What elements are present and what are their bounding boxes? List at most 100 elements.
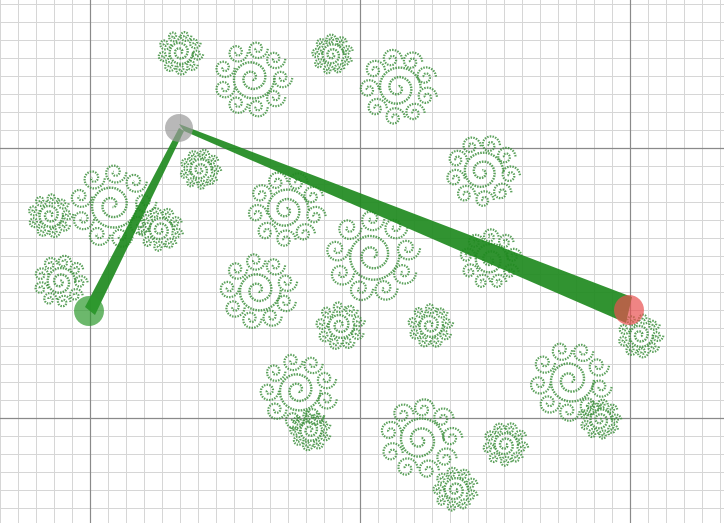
spiral-curl	[105, 164, 128, 184]
spiral-curl	[446, 168, 466, 186]
spiral-curl	[441, 426, 464, 446]
spiral-curl	[58, 220, 71, 232]
spiral-curl	[598, 429, 610, 440]
spiral-cluster	[259, 353, 338, 430]
spiral-curl	[301, 441, 314, 452]
spiral-curl	[446, 500, 460, 512]
spiral-curl	[618, 335, 631, 347]
spiral-cluster	[179, 148, 223, 190]
spiral-curl	[245, 253, 267, 271]
spiral-curl	[36, 225, 50, 237]
left-point-handle[interactable]	[74, 296, 104, 326]
spiral-curl	[137, 225, 151, 237]
spiral-curl	[228, 45, 249, 63]
spiral-core	[321, 43, 346, 65]
spiral-curl	[295, 223, 316, 241]
spiral-core	[90, 186, 139, 229]
spiral-curl	[579, 409, 592, 420]
spiral-cluster	[529, 342, 613, 422]
spiral-cluster	[380, 398, 464, 478]
spiral-curl	[459, 247, 477, 262]
spiral-curl	[396, 239, 422, 261]
spiral-curl	[303, 356, 324, 375]
spiral-curl	[418, 459, 440, 478]
spiral-curl	[328, 337, 343, 350]
spiral-curl	[482, 442, 496, 453]
spiral-curl	[27, 205, 41, 217]
spiral-curl	[505, 422, 518, 434]
spiral-curl	[405, 102, 426, 121]
spiral-curl	[448, 149, 468, 167]
spiral-curl	[647, 319, 661, 331]
spiral-cluster	[311, 33, 354, 75]
spiral-curl	[441, 317, 455, 329]
spiral-curl	[88, 226, 112, 247]
spiral-curl	[198, 148, 211, 160]
spiral-curl	[267, 171, 289, 190]
spiral-curl	[157, 51, 171, 63]
spiral-curl	[179, 168, 192, 179]
segment-right[interactable]	[179, 124, 632, 323]
spiral-curl	[384, 218, 409, 240]
spiral-core	[399, 417, 446, 458]
spiral-curl	[559, 403, 581, 422]
spiral-curl	[207, 154, 220, 165]
spiral-curl	[34, 281, 50, 294]
spiral-curl	[187, 150, 200, 161]
spiral-curl	[317, 392, 338, 410]
spiral-curl	[493, 422, 506, 434]
spiral-curl	[413, 398, 436, 417]
spiral-curl	[159, 39, 172, 51]
spiral-curl	[153, 240, 167, 252]
spiral-curl	[588, 358, 611, 377]
spiral-curl	[319, 420, 332, 431]
spiral-curl	[140, 214, 153, 225]
spiral-curl	[69, 288, 84, 301]
segment-left[interactable]	[85, 128, 184, 315]
spiral-core	[232, 61, 276, 100]
spiral-curl	[392, 264, 418, 285]
spiral-cluster	[446, 135, 522, 207]
spiral-curl	[483, 228, 500, 243]
spiral-curl	[382, 48, 404, 67]
pivot-point-handle[interactable]	[165, 114, 193, 142]
spiral-curl	[349, 280, 375, 302]
right-point-handle[interactable]	[614, 295, 644, 325]
spiral-curl	[248, 41, 269, 60]
spiral-core	[189, 158, 214, 180]
spiral-curl	[382, 442, 404, 461]
spiral-curl	[361, 210, 386, 232]
spiral-curl	[312, 439, 325, 450]
spiral-curl	[219, 280, 241, 299]
spiral-curl	[276, 294, 297, 313]
spiral-curl	[73, 274, 89, 288]
spiral-curl	[306, 205, 327, 224]
spiral-curl	[259, 383, 281, 402]
spiral-curl	[436, 472, 449, 484]
spiral-curl	[446, 466, 460, 478]
spiral-core	[266, 188, 310, 227]
spiral-curl	[474, 273, 492, 288]
spiral-curl	[311, 47, 324, 58]
spiral-curl	[397, 457, 419, 476]
spiral-curl	[315, 38, 328, 49]
spiral-curl	[262, 309, 283, 327]
spiral-curl	[169, 216, 183, 228]
spiral-curl	[359, 79, 381, 97]
spiral-curl	[43, 292, 58, 305]
spiral-curl	[402, 51, 424, 69]
spiral-curl	[161, 207, 175, 219]
spiral-curl	[179, 31, 193, 42]
spiral-curl	[330, 264, 356, 286]
spiral-curl	[302, 410, 315, 421]
control-points[interactable]	[74, 114, 644, 326]
spiral-curl	[186, 177, 199, 188]
spiral-core	[278, 373, 322, 412]
spiral-curl	[171, 227, 184, 239]
spiral-curl	[247, 203, 269, 222]
spiral-curl	[551, 342, 574, 361]
spiral-curl	[436, 447, 458, 466]
spiral-curl	[215, 60, 236, 79]
